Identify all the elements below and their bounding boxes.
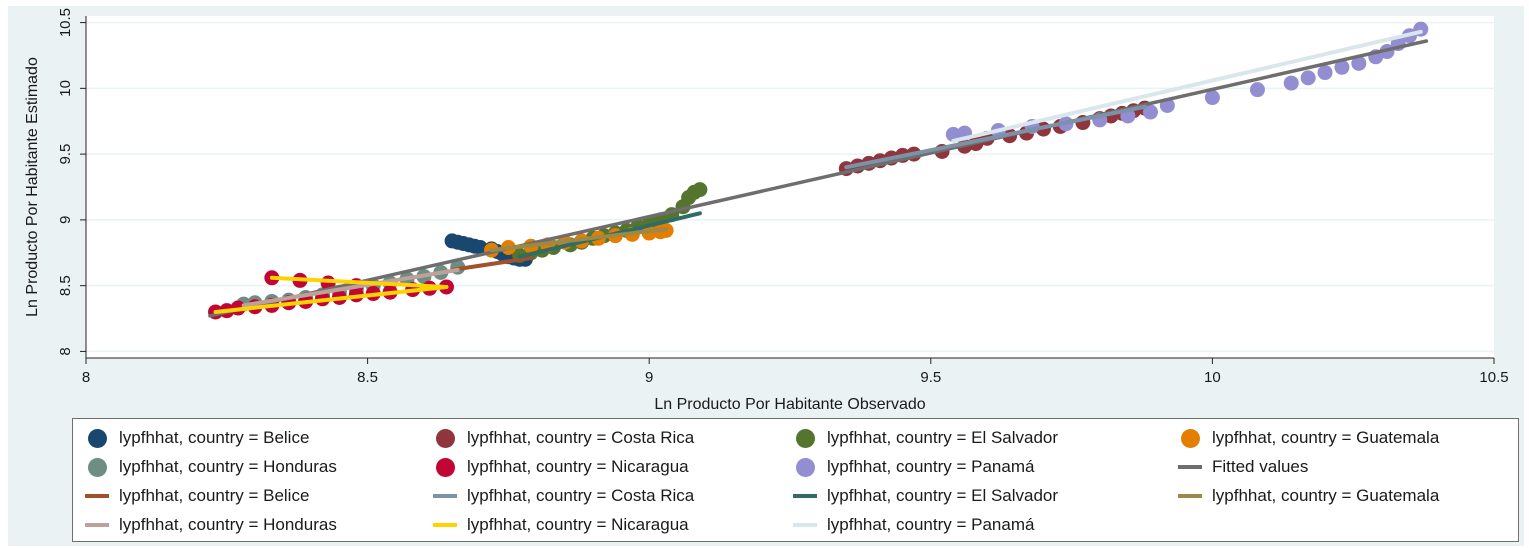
y-tick-label: 9 (57, 216, 74, 224)
legend-item: lypfhhat, country = Panamá (793, 512, 1034, 538)
x-tick-label: 9.5 (920, 369, 941, 386)
country-fit-line (269, 275, 449, 289)
legend-item: lypfhhat, country = Nicaragua (433, 512, 689, 538)
legend-marker (85, 455, 109, 479)
y-tick-label: 9.5 (57, 144, 74, 165)
data-point (1249, 82, 1265, 98)
legend-marker (793, 426, 817, 450)
legend-marker (1178, 426, 1202, 450)
legend-item: lypfhhat, country = El Salvador (793, 425, 1058, 451)
legend-item: lypfhhat, country = Guatemala (1178, 483, 1439, 509)
legend-marker (433, 455, 457, 479)
y-tick-label: 8 (57, 347, 74, 355)
legend-line-key (85, 484, 109, 508)
legend-item: lypfhhat, country = Belice (85, 425, 309, 451)
legend-line-key (1178, 484, 1202, 508)
fitted-lines (208, 29, 1429, 318)
legend-item: lypfhhat, country = Honduras (85, 512, 337, 538)
legend-item: lypfhhat, country = El Salvador (793, 483, 1058, 509)
y-axis-title: Ln Producto Por Habitante Estimado (24, 57, 41, 317)
legend: lypfhhat, country = Belice lypfhhat, coun… (72, 418, 1519, 542)
legend-item: lypfhhat, country = Nicaragua (433, 454, 689, 480)
legend-label: lypfhhat, country = Belice (119, 486, 310, 505)
legend-label: Fitted values (1212, 457, 1309, 476)
grid-lines (86, 21, 1494, 353)
x-tick-label: 9 (645, 369, 653, 386)
x-tick-label: 10.5 (1479, 369, 1508, 386)
legend-label: lypfhhat, country = Guatemala (1212, 486, 1440, 505)
legend-label: lypfhhat, country = Nicaragua (467, 515, 689, 534)
legend-label: lypfhhat, country = Honduras (119, 515, 337, 534)
legend-item: lypfhhat, country = Belice (85, 483, 309, 509)
legend-label: lypfhhat, country = Costa Rica (467, 486, 695, 505)
plot-area (86, 16, 1494, 358)
legend-item: lypfhhat, country = Panamá (793, 454, 1034, 480)
data-point (1351, 55, 1367, 71)
country-fit-line (844, 104, 1147, 170)
legend-label: lypfhhat, country = Guatemala (1212, 428, 1440, 447)
y-tick-label: 10.5 (57, 8, 74, 37)
legend-line-key (433, 513, 457, 537)
data-point (1317, 65, 1333, 81)
legend-line-key (793, 513, 817, 537)
legend-line-key (85, 513, 109, 537)
legend-label: lypfhhat, country = El Salvador (827, 428, 1059, 447)
legend-label: lypfhhat, country = Costa Rica (467, 428, 695, 447)
data-point (1204, 90, 1220, 106)
x-axis-title: Ln Producto Por Habitante Observado (654, 396, 925, 413)
country-fit-line (213, 284, 449, 314)
legend-item: lypfhhat, country = Costa Rica (433, 425, 694, 451)
country-fit-line (489, 227, 669, 253)
y-tick-label: 8.5 (57, 275, 74, 296)
legend-label: lypfhhat, country = Honduras (119, 457, 337, 476)
legend-item: lypfhhat, country = Honduras (85, 454, 337, 480)
y-tick-label: 10 (57, 80, 74, 97)
legend-label: lypfhhat, country = Nicaragua (467, 457, 689, 476)
country-fit-line (450, 256, 533, 272)
fitted-values-line (208, 39, 1429, 318)
legend-line-key (793, 484, 817, 508)
x-tick-label: 8.5 (357, 369, 378, 386)
legend-marker (85, 426, 109, 450)
legend-label: lypfhhat, country = El Salvador (827, 486, 1059, 505)
data-point (692, 182, 708, 198)
data-point (1334, 59, 1350, 75)
country-fit-line (241, 267, 460, 308)
axes: 8 8.5 9 9.5 10 10.5 8 8.5 9 9.5 10 10.5 (57, 8, 1509, 386)
legend-marker (793, 455, 817, 479)
legend-item: lypfhhat, country = Guatemala (1178, 425, 1439, 451)
legend-line-key (433, 484, 457, 508)
legend-item: lypfhhat, country = Costa Rica (433, 483, 694, 509)
legend-label: lypfhhat, country = Belice (119, 428, 310, 447)
x-tick-label: 8 (82, 369, 90, 386)
legend-label: lypfhhat, country = Panamá (827, 515, 1035, 534)
country-fit-line (951, 29, 1423, 143)
data-point (1300, 70, 1316, 86)
data-point (472, 240, 488, 256)
x-tick-label: 10 (1204, 369, 1221, 386)
legend-line-key (1178, 455, 1202, 479)
legend-label: lypfhhat, country = Panamá (827, 457, 1035, 476)
legend-item: Fitted values (1178, 454, 1308, 480)
legend-marker (433, 426, 457, 450)
data-point (1283, 75, 1299, 91)
data-point (1142, 104, 1158, 120)
